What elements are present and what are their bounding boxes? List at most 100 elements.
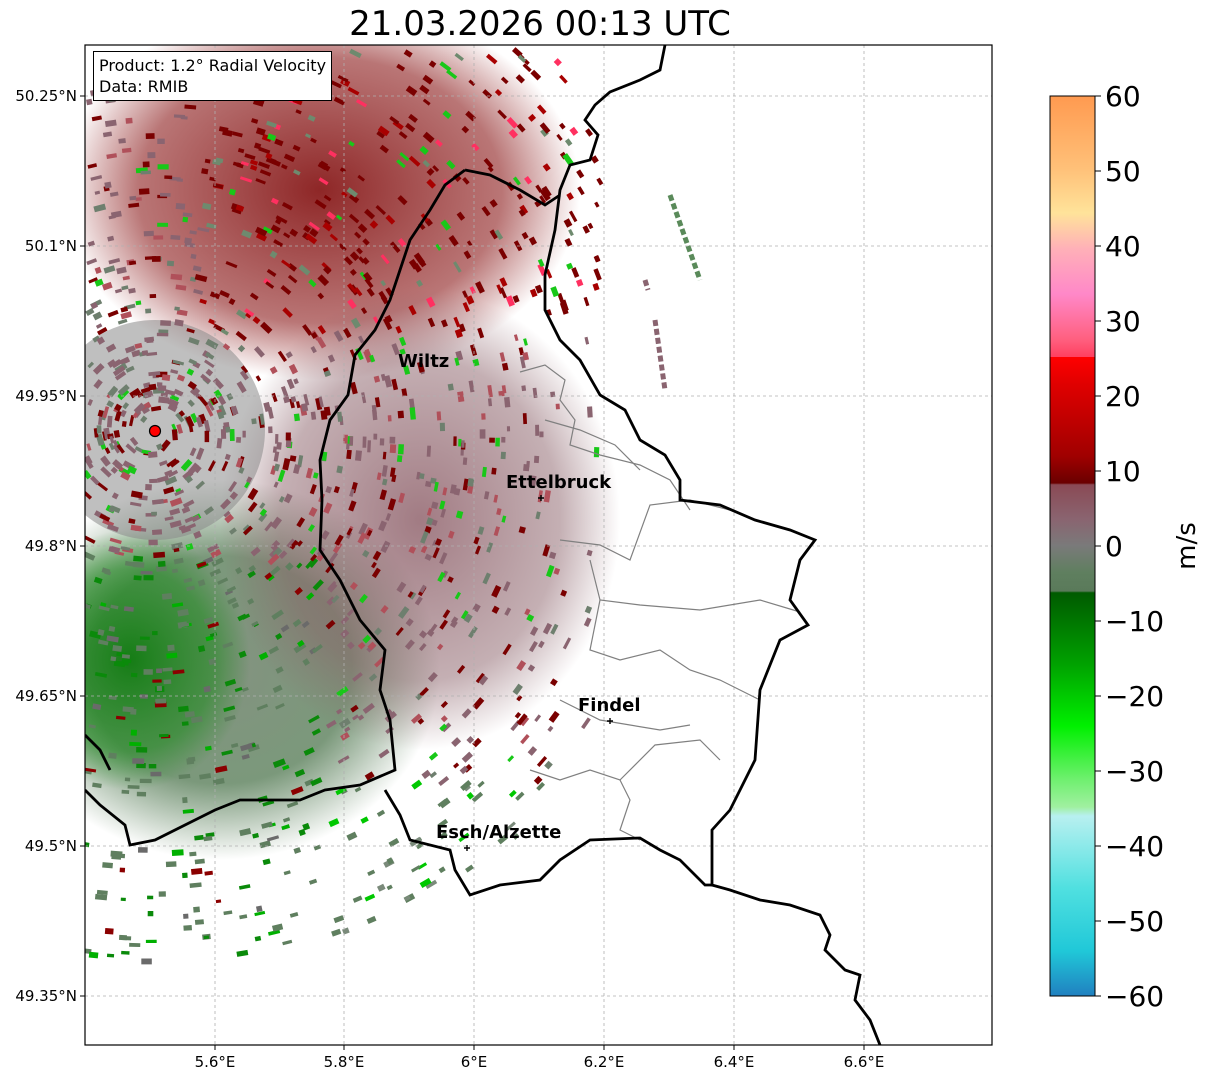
echo-bin [97,327,108,336]
echo-bin [422,131,435,144]
echo-bin [215,899,222,904]
echo-bin [147,910,154,917]
echo-bin [440,319,448,328]
echo-bin [289,539,299,550]
echo-bin [287,274,298,284]
echo-bin [496,508,502,516]
echo-bin [122,706,134,713]
echo-bin [420,531,429,544]
echo-bin [410,713,422,724]
echo-bin [108,625,116,632]
echo-bin [442,609,451,619]
echo-bin [267,133,277,142]
echo-bin [191,514,201,523]
echo-bin [431,501,439,510]
echo-bin [186,328,195,334]
echo-bin [224,453,231,461]
echo-bin [186,757,195,765]
echo-bin [491,585,502,598]
echo-bin [140,415,148,423]
echo-bin [508,128,519,139]
echo-bin [188,424,194,433]
echo-bin [226,585,237,593]
echo-bin [220,328,229,336]
echo-bin [506,426,511,432]
echo-bin [95,323,103,329]
echo-bin [349,488,355,497]
echo-bin [156,332,169,337]
echo-bin [429,771,437,779]
echo-bin [93,379,103,390]
echo-bin [282,939,293,946]
echo-bin [227,597,237,605]
echo-bin [129,387,142,399]
echo-bin [458,832,470,843]
echo-bin [107,523,119,532]
echo-bin [447,530,455,539]
echo-bin [576,169,585,179]
echo-bin [325,562,335,574]
echo-bin [138,188,150,195]
echo-bin [465,864,474,873]
echo-bin [500,76,509,85]
echo-bin [310,346,317,354]
echo-bin [377,125,390,137]
echo-bin [275,434,279,444]
echo-bin [386,857,394,865]
echo-bin [185,543,194,551]
echo-bin [592,282,600,291]
echo-bin [389,467,396,478]
echo-bin [271,159,281,167]
echo-bin [344,256,354,266]
echo-bin [428,751,439,761]
echo-bin [327,354,336,363]
echo-bin [403,49,413,58]
echo-bin [241,613,251,620]
echo-bin [462,177,470,185]
echo-bin [564,138,573,147]
echo-bin [448,235,459,247]
echo-bin [362,634,372,644]
echo-bin [116,444,125,454]
echo-bin [451,737,462,748]
echo-bin [387,498,397,511]
echo-bin [304,133,312,139]
echo-bin [173,557,184,565]
echo-bin [389,241,401,253]
echo-bin [160,192,171,197]
echo-bin [501,436,506,443]
echo-bin [128,260,137,266]
echo-bin [290,396,297,403]
echo-bin [308,714,320,724]
city-marker-esch [464,845,470,851]
echo-bin [212,183,224,189]
echo-bin [376,130,385,139]
echo-bin [411,779,423,790]
colorbar-tick-label: −30 [1105,755,1164,788]
echo-bin [189,882,202,888]
echo-bin [364,208,376,220]
echo-bin [333,330,344,342]
echo-bin [584,336,590,345]
echo-bin [295,401,301,409]
echo-bin [507,755,515,763]
echo-bin [145,308,152,314]
echo-bin [435,243,442,251]
echo-bin [108,545,121,554]
echo-bin [272,446,278,453]
echo-bin [439,61,452,72]
echo-bin [283,870,291,876]
echo-bin [293,378,299,385]
echo-bin [122,402,130,410]
echo-bin [293,169,301,176]
echo-bin [387,415,392,422]
echo-bin [323,265,332,275]
echo-bin [481,206,491,217]
echo-bin [346,527,353,536]
echo-bin [132,758,145,764]
echo-bin [124,777,131,782]
echo-bin [264,572,273,580]
echo-bin [305,592,315,601]
echo-bin [522,352,530,361]
echo-bin [409,407,416,420]
